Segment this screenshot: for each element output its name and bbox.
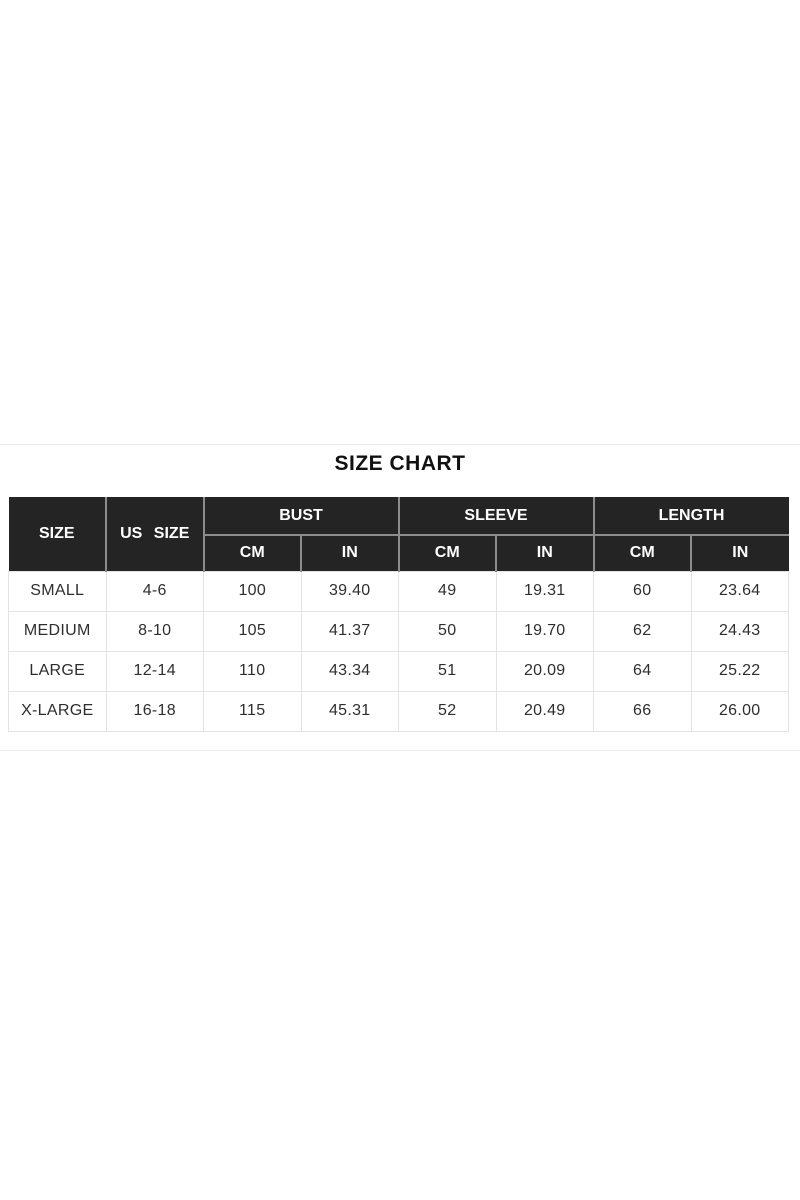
table-cell: 43.34	[300, 650, 399, 692]
table-row-x-large: X-LARGE 16-18 115 45.31 52 20.49 66 26.0…	[8, 690, 789, 732]
table-cell: 41.37	[300, 610, 399, 652]
table-header: SIZE US SIZE BUST SLEEVE LENGTH CM IN CM…	[8, 497, 789, 571]
table-cell: 52	[398, 690, 497, 732]
table-row-small: SMALL 4-6 100 39.40 49 19.31 60 23.64	[8, 570, 789, 612]
table-cell: 8-10	[105, 610, 204, 652]
unit-header-bust-in: IN	[300, 535, 399, 571]
table-cell: 25.22	[690, 650, 789, 692]
table-cell: 60	[593, 570, 692, 612]
column-group-sleeve: SLEEVE	[397, 497, 594, 536]
table-cell: 39.40	[300, 570, 399, 612]
unit-header-sleeve-in: IN	[495, 535, 594, 571]
table-cell: 115	[203, 690, 302, 732]
table-cell: 19.31	[495, 570, 594, 612]
table-cell: 20.49	[495, 690, 594, 732]
unit-header-sleeve-cm: CM	[397, 535, 496, 571]
table-cell: 4-6	[105, 570, 204, 612]
row-label: X-LARGE	[8, 690, 107, 732]
unit-header-bust-cm: CM	[202, 535, 301, 571]
table-cell: 24.43	[690, 610, 789, 652]
column-group-length: LENGTH	[592, 497, 789, 536]
row-label: MEDIUM	[8, 610, 107, 652]
row-label: LARGE	[8, 650, 107, 692]
table-cell: 51	[398, 650, 497, 692]
column-header-size: SIZE	[8, 497, 106, 571]
table-cell: 64	[593, 650, 692, 692]
table-cell: 105	[203, 610, 302, 652]
table-cell: 12-14	[105, 650, 204, 692]
table-row-medium: MEDIUM 8-10 105 41.37 50 19.70 62 24.43	[8, 610, 789, 652]
section-divider-bottom	[0, 750, 800, 751]
size-chart-table: SIZE US SIZE BUST SLEEVE LENGTH CM IN CM…	[8, 497, 789, 732]
unit-header-length-in: IN	[690, 535, 789, 571]
table-cell: 26.00	[690, 690, 789, 732]
table-row-large: LARGE 12-14 110 43.34 51 20.09 64 25.22	[8, 650, 789, 692]
unit-header-length-cm: CM	[592, 535, 691, 571]
table-body: SMALL 4-6 100 39.40 49 19.31 60 23.64 ME…	[8, 570, 789, 732]
table-cell: 16-18	[105, 690, 204, 732]
table-cell: 20.09	[495, 650, 594, 692]
column-group-bust: BUST	[202, 497, 399, 536]
column-header-us-size: US SIZE	[105, 497, 204, 571]
table-cell: 49	[398, 570, 497, 612]
table-cell: 19.70	[495, 610, 594, 652]
size-chart-title: SIZE CHART	[334, 452, 466, 475]
table-group-header-row: SIZE US SIZE BUST SLEEVE LENGTH	[8, 497, 789, 571]
section-divider-top	[0, 444, 800, 445]
table-cell: 45.31	[300, 690, 399, 732]
table-cell: 100	[203, 570, 302, 612]
table-cell: 23.64	[690, 570, 789, 612]
table-cell: 50	[398, 610, 497, 652]
row-label: SMALL	[8, 570, 107, 612]
table-cell: 62	[593, 610, 692, 652]
table-cell: 110	[203, 650, 302, 692]
table-cell: 66	[593, 690, 692, 732]
table-unit-header-row: CM IN CM IN CM IN	[9, 535, 789, 571]
